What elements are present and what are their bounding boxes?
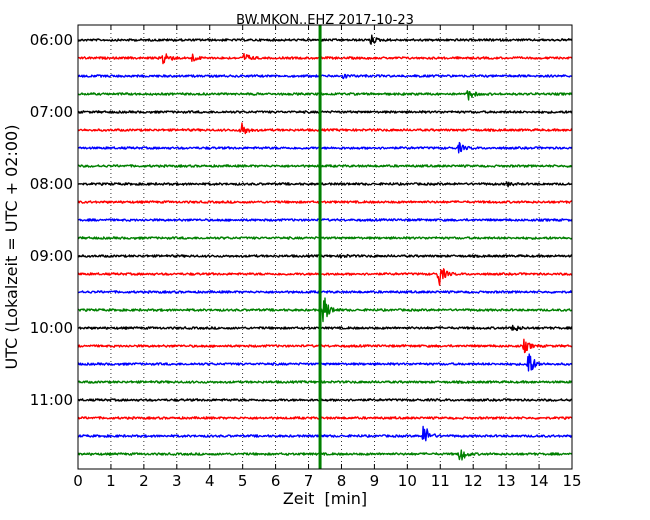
- x-tick-label: 4: [205, 472, 215, 490]
- trace-row: [77, 425, 573, 442]
- trace-row: [77, 398, 572, 402]
- x-axis-ticks: 0 1 2 3 4 5 6 7 8 9 10 11 12 13 14 15: [73, 25, 582, 490]
- trace-row: [78, 218, 573, 222]
- y-tick-label: 08:00: [30, 175, 73, 193]
- x-tick-label: 7: [304, 472, 314, 490]
- chart-title: BW.MKON..EHZ 2017-10-23: [236, 13, 414, 28]
- trace-row: [77, 181, 573, 188]
- y-tick-label: 11:00: [30, 391, 73, 409]
- trace-row: [77, 164, 573, 168]
- x-tick-label: 12: [464, 472, 483, 490]
- trace-row: [77, 90, 573, 101]
- x-tick-label: 5: [238, 472, 248, 490]
- x-tick-label: 9: [370, 472, 380, 490]
- y-tick-label: 06:00: [30, 31, 73, 49]
- trace-row: [77, 449, 573, 461]
- trace-row: [77, 290, 573, 294]
- x-tick-label: 8: [337, 472, 347, 490]
- x-tick-label: 13: [497, 472, 516, 490]
- y-axis-ticks: 06:00 07:00 08:00 09:00 10:00 11:00: [30, 31, 572, 409]
- trace-row: [77, 200, 573, 204]
- y-tick-label: 09:00: [30, 247, 73, 265]
- trace-row: [77, 53, 573, 65]
- y-tick-label: 10:00: [30, 319, 73, 337]
- x-tick-label: 0: [73, 472, 83, 490]
- y-tick-label: 07:00: [30, 103, 73, 121]
- x-tick-label: 11: [431, 472, 450, 490]
- x-tick-label: 3: [172, 472, 182, 490]
- trace-row: [77, 380, 573, 384]
- trace-row: [77, 73, 573, 80]
- x-tick-label: 2: [139, 472, 149, 490]
- trace-row: [77, 297, 573, 323]
- trace-row: [77, 110, 573, 114]
- trace-row: [77, 141, 573, 154]
- trace-row: [77, 122, 573, 135]
- trace-row: [77, 324, 573, 332]
- trace-row: [77, 353, 573, 372]
- trace-row: [77, 338, 573, 354]
- x-tick-label: 15: [562, 472, 581, 490]
- trace-row: [77, 416, 573, 420]
- trace-rows: [77, 34, 573, 461]
- trace-row: [77, 268, 573, 286]
- plot-frame: [77, 24, 573, 470]
- trace-row: [77, 34, 573, 45]
- x-tick-label: 6: [271, 472, 281, 490]
- trace-row: [77, 253, 573, 259]
- x-tick-label: 1: [106, 472, 116, 490]
- trace-row: [77, 236, 573, 240]
- y-axis-label: UTC (Lokalzeit = UTC + 02:00): [2, 125, 21, 370]
- x-tick-label: 10: [398, 472, 417, 490]
- x-tick-label: 14: [530, 472, 549, 490]
- x-axis-label: Zeit [min]: [283, 489, 367, 508]
